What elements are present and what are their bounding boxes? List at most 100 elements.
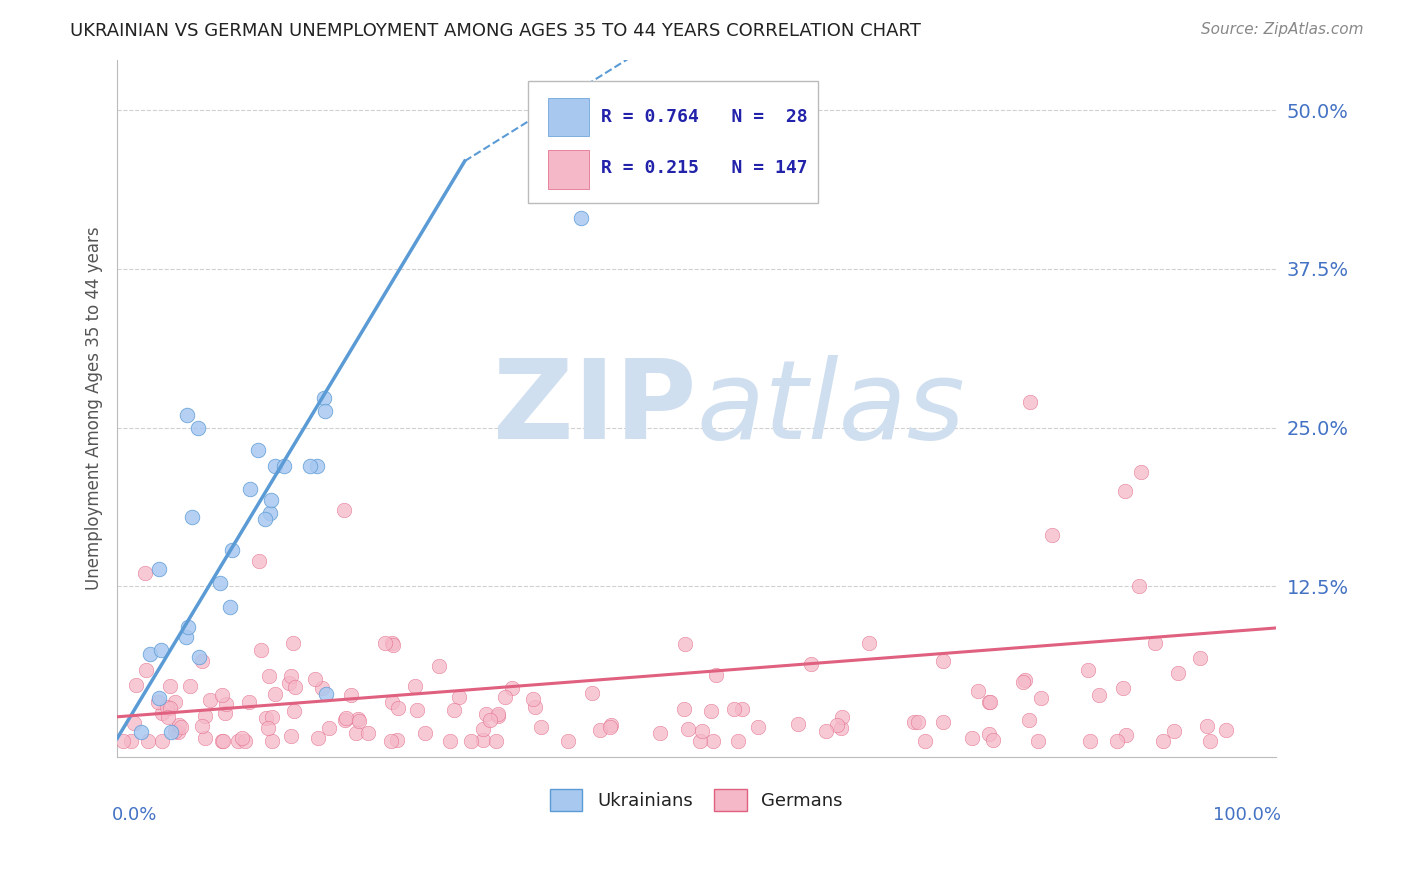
Point <box>311 681 333 695</box>
Point <box>333 503 356 517</box>
Point <box>155 699 177 714</box>
Point <box>180 510 202 524</box>
Point <box>960 731 983 745</box>
Point <box>931 715 953 730</box>
Point <box>1128 579 1150 593</box>
Point <box>304 672 326 686</box>
Point <box>557 734 579 748</box>
Point <box>231 731 253 745</box>
Point <box>1077 663 1099 677</box>
Point <box>1018 395 1040 409</box>
Point <box>136 734 159 748</box>
Point <box>157 709 180 723</box>
Point <box>221 543 243 558</box>
Point <box>800 657 823 672</box>
Point <box>298 458 321 473</box>
Point <box>277 676 299 690</box>
Point <box>347 712 370 726</box>
Point <box>787 717 810 731</box>
Point <box>187 650 209 665</box>
Point <box>977 695 1000 709</box>
Point <box>125 678 148 692</box>
Point <box>194 709 217 723</box>
Point <box>374 636 396 650</box>
Point <box>404 679 426 693</box>
Text: 0.0%: 0.0% <box>111 806 157 824</box>
Point <box>191 654 214 668</box>
Point <box>148 690 170 705</box>
Point <box>1111 681 1133 696</box>
Point <box>281 636 304 650</box>
Point <box>135 663 157 677</box>
Point <box>253 512 276 526</box>
Point <box>387 701 409 715</box>
Point <box>827 717 849 731</box>
Point <box>239 482 262 496</box>
Point <box>1026 734 1049 748</box>
Point <box>200 693 222 707</box>
Point <box>1163 724 1185 739</box>
Point <box>494 690 516 705</box>
Point <box>1153 734 1175 748</box>
Text: UKRAINIAN VS GERMAN UNEMPLOYMENT AMONG AGES 35 TO 44 YEARS CORRELATION CHART: UKRAINIAN VS GERMAN UNEMPLOYMENT AMONG A… <box>70 22 921 40</box>
FancyBboxPatch shape <box>548 98 589 136</box>
Point <box>599 720 621 734</box>
Point <box>176 408 198 422</box>
Point <box>1014 673 1036 688</box>
Point <box>214 706 236 721</box>
Point <box>381 695 404 709</box>
Point <box>262 734 284 748</box>
Text: atlas: atlas <box>696 355 965 462</box>
Point <box>194 731 217 746</box>
Point <box>112 734 135 748</box>
FancyBboxPatch shape <box>529 80 818 202</box>
Point <box>179 679 201 693</box>
Point <box>176 630 198 644</box>
Point <box>259 493 281 508</box>
Point <box>479 713 502 727</box>
Point <box>581 685 603 699</box>
Point <box>1105 734 1128 748</box>
Point <box>214 697 236 711</box>
Point <box>160 725 183 739</box>
Point <box>471 722 494 736</box>
Text: ZIP: ZIP <box>494 355 696 462</box>
Point <box>1040 528 1063 542</box>
Point <box>307 731 329 745</box>
Point <box>648 726 671 740</box>
Point <box>167 718 190 732</box>
Point <box>226 734 249 748</box>
Legend: Ukrainians, Germans: Ukrainians, Germans <box>543 781 851 818</box>
Point <box>318 721 340 735</box>
Point <box>1012 675 1035 690</box>
Point <box>149 643 172 657</box>
Point <box>238 694 260 708</box>
Point <box>209 575 232 590</box>
Point <box>347 714 370 728</box>
Point <box>211 734 233 748</box>
Point <box>150 706 173 720</box>
Point <box>381 638 404 652</box>
Text: R = 0.764   N =  28: R = 0.764 N = 28 <box>602 108 808 126</box>
Point <box>1088 689 1111 703</box>
Point <box>727 734 749 748</box>
Point <box>979 695 1001 709</box>
Point <box>475 706 498 721</box>
Point <box>914 734 936 748</box>
Point <box>259 506 281 520</box>
Point <box>702 734 724 748</box>
Point <box>122 715 145 730</box>
Point <box>381 636 404 650</box>
Point <box>159 679 181 693</box>
Point <box>831 710 853 724</box>
Point <box>159 701 181 715</box>
Point <box>1143 636 1166 650</box>
Point <box>1018 713 1040 727</box>
Text: Source: ZipAtlas.com: Source: ZipAtlas.com <box>1201 22 1364 37</box>
Point <box>260 710 283 724</box>
Point <box>460 734 482 748</box>
Point <box>333 713 356 727</box>
Point <box>340 689 363 703</box>
Point <box>284 680 307 694</box>
Point <box>254 711 277 725</box>
